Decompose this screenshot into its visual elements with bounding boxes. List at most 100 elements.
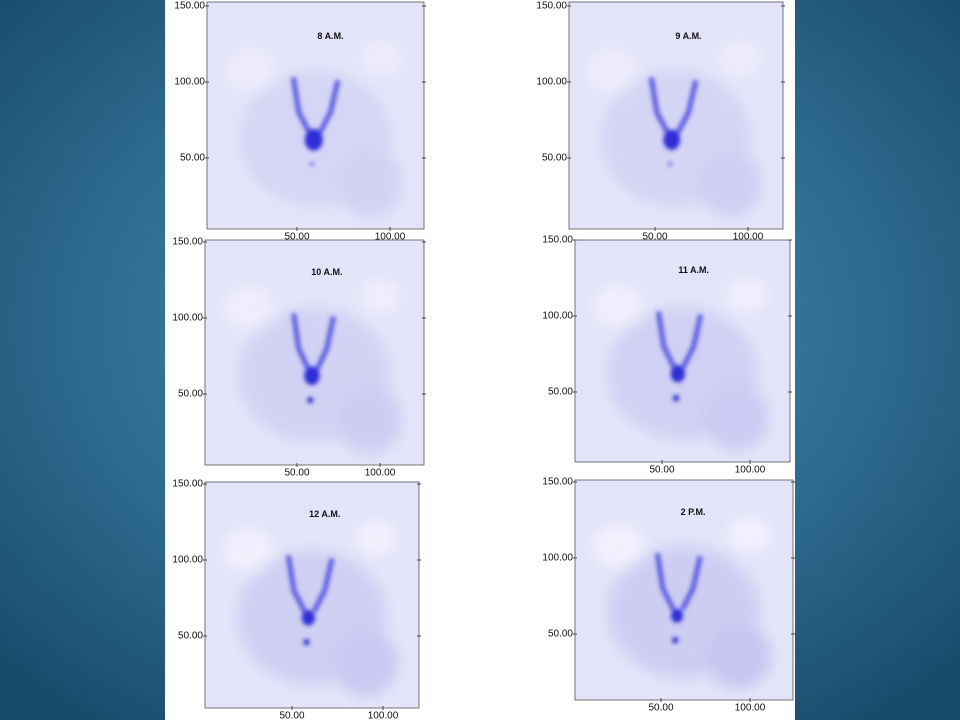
arm <box>680 313 704 369</box>
heat-core <box>285 555 335 646</box>
arm <box>317 79 341 135</box>
y-tick-label: 150.00 <box>542 235 573 246</box>
panel: 11 A.M. 50.00 100.00 150.00 50.00 100.00 <box>542 235 792 476</box>
arm <box>285 555 307 613</box>
y-tick-label: 50.00 <box>178 389 203 400</box>
haze <box>337 149 403 218</box>
hot-spot <box>304 366 320 386</box>
light-patch <box>725 277 769 314</box>
light-patch <box>718 40 762 77</box>
light-patch <box>224 47 277 93</box>
light-patch <box>358 40 403 77</box>
x-tick-label: 100.00 <box>365 468 396 479</box>
heatmap <box>222 520 398 697</box>
x-tick-label: 100.00 <box>735 703 766 714</box>
arm <box>656 311 677 369</box>
x-tick-label: 50.00 <box>649 465 674 476</box>
hot-dot <box>303 639 310 646</box>
x-tick-label: 100.00 <box>735 465 766 476</box>
y-tick-label: 50.00 <box>548 629 573 640</box>
y-tick-label: 150.00 <box>172 237 203 248</box>
hot-dot <box>310 162 314 166</box>
heat-haze <box>224 40 403 218</box>
haze <box>333 628 398 697</box>
heat-core <box>656 311 704 402</box>
panel: 10 A.M. 50.00 100.00 150.00 50.00 100.00 <box>172 237 426 479</box>
arm <box>311 557 335 613</box>
heat-core <box>648 77 699 166</box>
haze <box>697 149 762 218</box>
hot-dot <box>668 162 672 166</box>
haze <box>705 623 772 689</box>
x-tick-label: 50.00 <box>648 703 673 714</box>
y-tick-label: 150.00 <box>174 1 205 12</box>
y-tick-label: 50.00 <box>178 631 203 642</box>
y-tick-label: 150.00 <box>542 477 573 488</box>
heat-core <box>291 313 336 404</box>
y-tick-label: 100.00 <box>536 77 567 88</box>
x-tick-label: 100.00 <box>368 711 399 720</box>
hot-spot <box>304 128 323 151</box>
arm <box>675 79 699 135</box>
light-patch <box>592 284 644 329</box>
heatmap <box>592 277 769 451</box>
y-tick-label: 50.00 <box>180 153 205 164</box>
hot-dot <box>673 395 680 402</box>
hot-spot <box>671 608 684 623</box>
heat-core <box>290 77 341 166</box>
hot-spot <box>301 609 315 626</box>
light-patch <box>358 278 403 315</box>
hot-spot <box>663 129 681 150</box>
heatmap <box>224 40 403 218</box>
panel: 8 A.M. 50.00 100.00 150.00 50.00 100.00 <box>174 1 426 243</box>
x-tick-label: 50.00 <box>279 711 304 720</box>
light-patch <box>222 527 274 573</box>
x-tick-label: 100.00 <box>375 232 406 243</box>
haze <box>336 386 403 454</box>
x-tick-label: 100.00 <box>733 232 764 243</box>
y-tick-label: 150.00 <box>172 479 203 490</box>
heat-haze <box>592 517 772 689</box>
light-patch <box>727 517 772 553</box>
hot-dot <box>672 637 679 644</box>
x-tick-label: 50.00 <box>284 468 309 479</box>
y-tick-label: 100.00 <box>172 555 203 566</box>
heatmap <box>586 40 762 218</box>
light-patch <box>222 285 276 330</box>
light-patch <box>354 520 398 557</box>
x-tick-label: 50.00 <box>642 232 667 243</box>
y-tick-label: 100.00 <box>172 313 203 324</box>
arm <box>290 77 313 135</box>
panel-title: 2 P.M. <box>681 507 706 517</box>
panel-title: 11 A.M. <box>678 265 709 275</box>
panel: 12 A.M. 50.00 100.00 150.00 50.00 100.00 <box>172 479 421 720</box>
arm <box>680 555 703 611</box>
haze <box>704 384 769 451</box>
hot-dot <box>307 397 314 404</box>
panel-title: 12 A.M. <box>309 509 340 519</box>
hot-spot <box>670 365 686 383</box>
panel-title: 10 A.M. <box>311 267 342 277</box>
arm <box>648 77 671 135</box>
light-patch <box>592 524 645 568</box>
light-patch <box>586 47 638 93</box>
heatmap <box>222 278 403 454</box>
panel: 9 A.M. 50.00 100.00 150.00 50.00 100.00 <box>536 1 785 243</box>
panel-title: 9 A.M. <box>675 31 701 41</box>
y-tick-label: 50.00 <box>548 387 573 398</box>
arm <box>291 313 311 371</box>
y-tick-label: 100.00 <box>542 553 573 564</box>
heatmap <box>592 517 772 689</box>
y-tick-label: 150.00 <box>536 1 567 12</box>
y-tick-label: 50.00 <box>542 153 567 164</box>
y-tick-label: 100.00 <box>174 77 205 88</box>
x-tick-label: 50.00 <box>284 232 309 243</box>
panel-title: 8 A.M. <box>317 31 343 41</box>
y-tick-label: 100.00 <box>542 311 573 322</box>
panel: 2 P.M. 50.00 100.00 150.00 50.00 100.00 <box>542 477 795 714</box>
arm <box>654 553 676 611</box>
heat-core <box>654 553 703 644</box>
arm <box>314 315 336 371</box>
